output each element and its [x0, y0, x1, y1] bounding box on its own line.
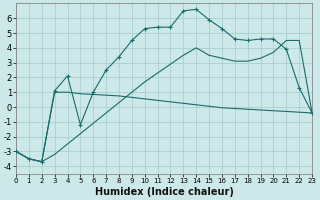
X-axis label: Humidex (Indice chaleur): Humidex (Indice chaleur) [95, 187, 234, 197]
